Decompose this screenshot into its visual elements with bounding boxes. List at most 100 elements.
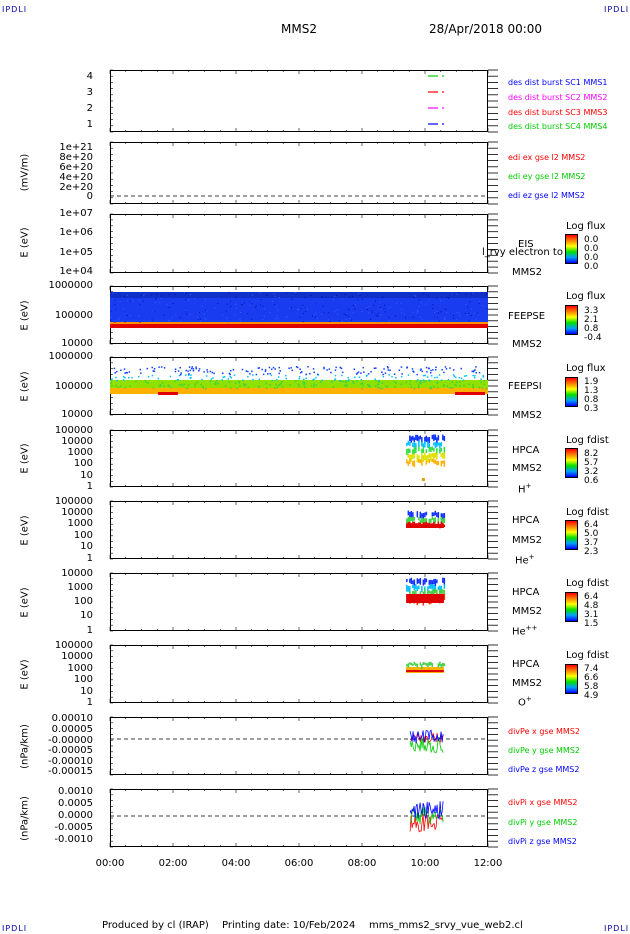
instrument-label-feepse: FEEPSE (508, 311, 546, 322)
feepsi-flux-pixel (468, 383, 470, 386)
ytick: 3 (86, 87, 93, 98)
feepse-flux-pixel (368, 312, 370, 314)
feepsi-flux-pixel (230, 377, 233, 379)
instrument-label-feepsi: FEEPSI (508, 381, 542, 392)
feepsi-flux-pixel (205, 375, 208, 377)
hpca-o-pixel (439, 661, 441, 666)
feepsi-flux-pixel (185, 374, 187, 376)
feepse-flux-pixel (278, 296, 280, 298)
feepse-flux-pixel (271, 300, 273, 302)
cbar-value: 0.0 (584, 244, 599, 254)
feepse-flux-pixel (338, 320, 340, 322)
feepsi-flux-pixel (177, 370, 180, 372)
hpca-h-pixel (412, 461, 414, 466)
feepsi-flux-pixel (120, 385, 122, 387)
feepse-flux-pixel (415, 295, 417, 297)
feepsi-flux-pixel (363, 371, 365, 373)
feepsi-flux-pixel (420, 368, 422, 370)
feepsi-flux-pixel (400, 383, 403, 386)
feepse-flux-pixel (403, 313, 405, 315)
feepsi-flux-pixel (192, 369, 195, 372)
feepsi-flux-pixel (312, 368, 315, 370)
feepse-flux-pixel (262, 319, 264, 321)
feepse-flux-pixel (321, 296, 323, 298)
hpca-h-pixel (410, 436, 413, 443)
feepse-flux-pixel (265, 294, 267, 296)
cbar-value: 4.8 (584, 601, 599, 611)
feepsi-flux-pixel (247, 386, 250, 389)
feepsi-flux-pixel (233, 374, 236, 376)
hpca-h-pixel (425, 435, 428, 442)
hpca-he2-band (406, 594, 444, 603)
feepsi-flux-pixel (278, 366, 281, 369)
feepsi-flux-pixel (247, 370, 249, 373)
hpca-he2-pixel (430, 579, 432, 587)
feepsi-flux-pixel (270, 368, 273, 371)
feepsi-flux-pixel (460, 367, 462, 370)
feepse-flux-pixel (156, 293, 158, 295)
feepsi-flux-pixel (277, 385, 279, 387)
feepse-flux-pixel (332, 298, 334, 300)
feepsi-flux-pixel (299, 368, 301, 370)
feepse-flux-pixel (188, 299, 190, 301)
feepsi-flux-pixel (252, 378, 254, 381)
hpca-he2-pixel (409, 578, 411, 583)
sc-label-hpca-he: MMS2 (512, 535, 542, 546)
feepsi-flux-pixel (436, 381, 439, 383)
feepse-flux-pixel (241, 303, 243, 305)
hpca-h-pixel (418, 440, 420, 448)
feepsi-flux-pixel (456, 381, 458, 384)
feepsi-flux-pixel (161, 382, 164, 384)
species-label-hpca-h: H+ (518, 482, 531, 495)
hpca-h-pixel (436, 452, 438, 460)
feepsi-flux-pixel (386, 386, 389, 388)
hpca-he-pixel (425, 511, 428, 516)
feepsi-flux-pixel (298, 385, 300, 388)
feepse-flux-pixel (388, 320, 390, 322)
hpca-h-pixel (433, 442, 435, 446)
feepse-flux-pixel (199, 311, 201, 313)
hpca-o-pixel (415, 663, 417, 667)
overlay-label-eis: l_rvy electron to (482, 247, 563, 258)
feepse-flux-pixel (383, 308, 385, 310)
feepsi-flux-pixel (452, 374, 455, 376)
ytick: -0.00015 (48, 766, 93, 777)
feepsi-flux-band (110, 388, 488, 394)
hpca-he-pixel (433, 521, 435, 525)
feepsi-flux-pixel (115, 370, 118, 373)
xtick: 12:00 (473, 858, 503, 869)
feepse-flux-pixel (341, 320, 343, 322)
hpca-h-pixel (413, 453, 416, 459)
feepsi-flux-pixel (152, 370, 155, 372)
feepse-flux-pixel (161, 295, 163, 297)
feepsi-flux-pixel (465, 374, 468, 377)
feepse-flux-pixel (304, 296, 306, 298)
feepsi-flux-pixel (252, 374, 254, 376)
feepse-flux-pixel (437, 315, 439, 317)
feepsi-flux-pixel (417, 379, 419, 381)
hpca-he2-pixel (440, 589, 443, 594)
feepsi-flux-pixel (481, 387, 484, 389)
feepse-flux-pixel (204, 317, 206, 319)
feepsi-flux-pixel (153, 370, 156, 372)
colorbar-hpca-o (565, 664, 578, 694)
feepsi-flux-pixel (483, 383, 486, 386)
feepsi-flux-pixel (296, 366, 299, 369)
feepse-flux-pixel (154, 310, 156, 312)
feepse-flux-pixel (436, 311, 438, 313)
hpca-h-pixel (416, 454, 419, 463)
feepsi-flux-pixel (345, 385, 348, 388)
feepsi-flux-pixel (285, 377, 288, 380)
hpca-he2-pixel (433, 584, 435, 592)
feepsi-flux-pixel (480, 378, 482, 381)
feepsi-flux-pixel (201, 378, 203, 381)
hpca-he2-pixel (409, 586, 411, 594)
feepsi-flux-pixel (375, 385, 377, 387)
feepsi-flux-pixel (202, 387, 205, 389)
feepsi-flux-pixel (452, 369, 455, 371)
feepse-flux-pixel (343, 313, 345, 315)
hpca-h-pixel (427, 441, 429, 448)
legend-divpi-x: divPi x gse MMS2 (508, 798, 578, 807)
feepse-flux-pixel (217, 302, 219, 304)
feepsi-flux-pixel (428, 379, 430, 381)
